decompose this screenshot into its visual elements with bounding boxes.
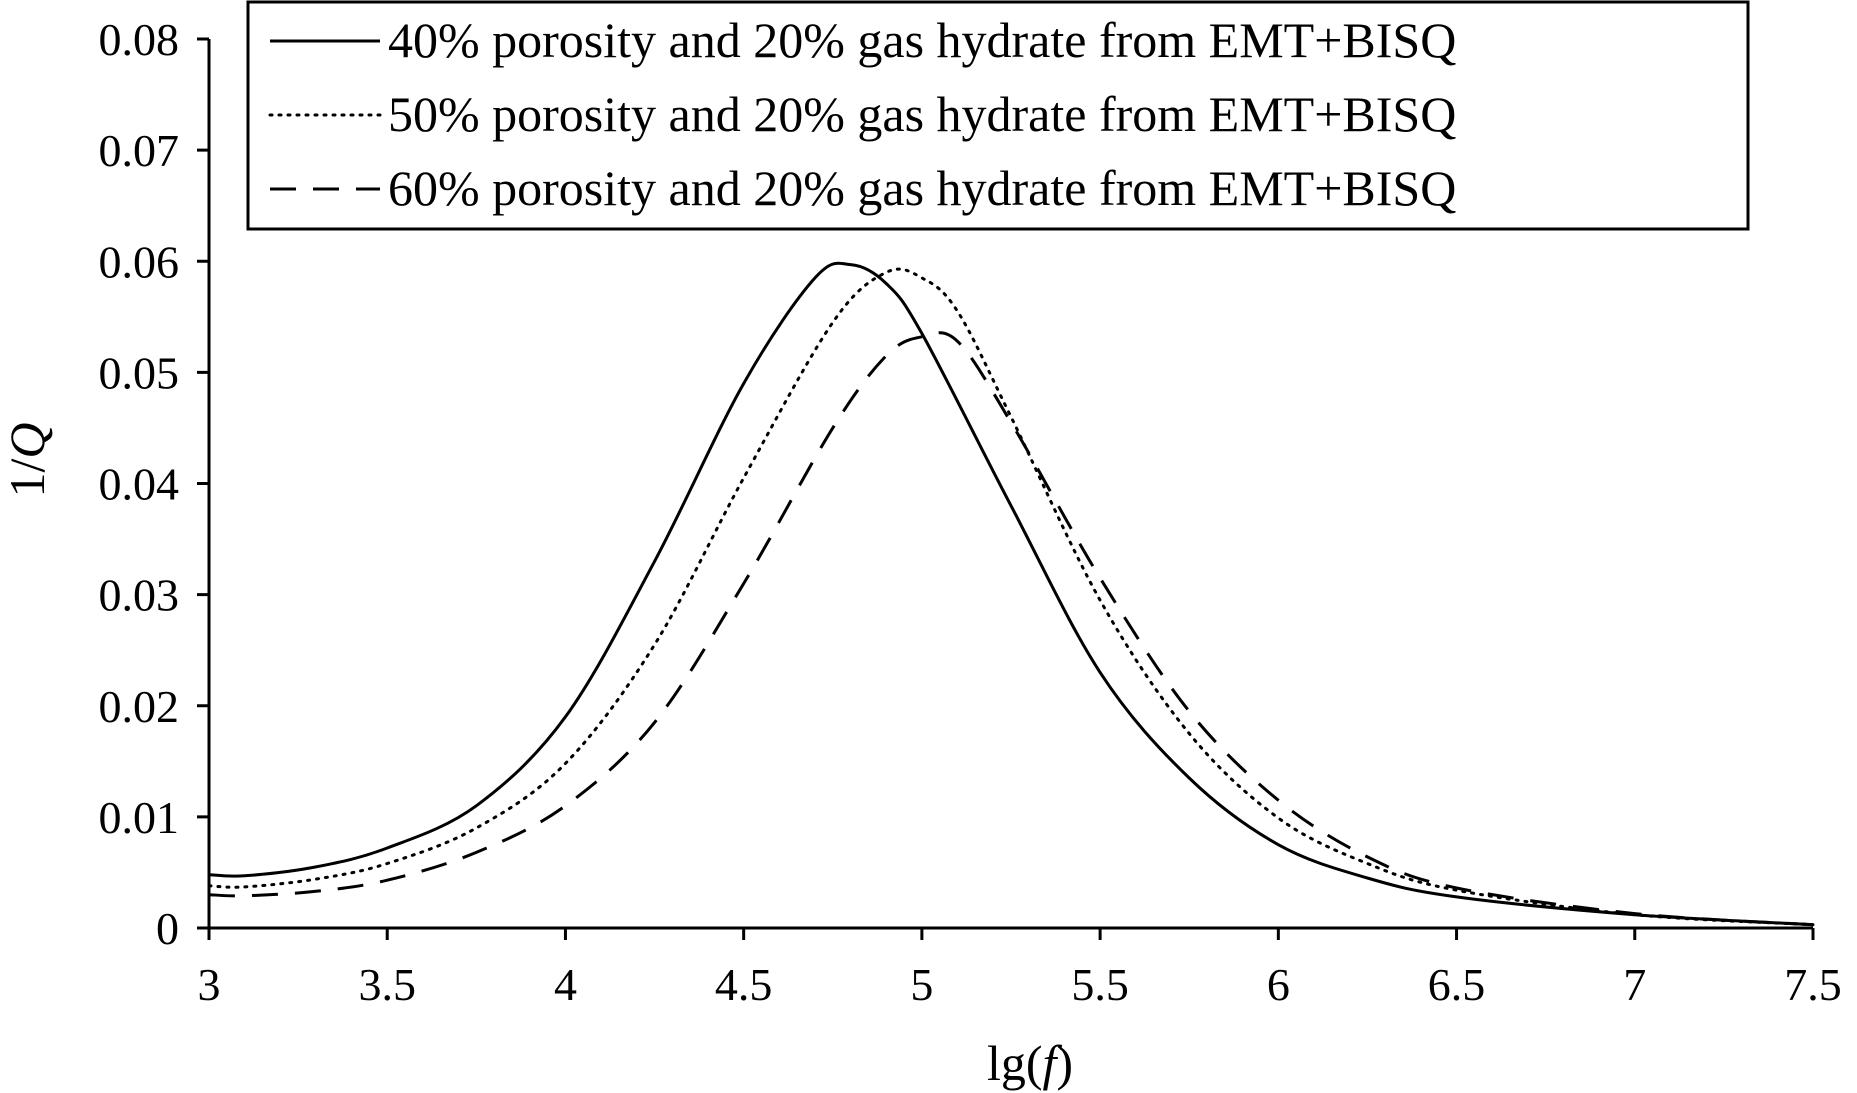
legend: 40% porosity and 20% gas hydrate from EM… — [246, 0, 1750, 231]
y-tick-label: 0.08 — [99, 14, 180, 65]
legend-label: 50% porosity and 20% gas hydrate from EM… — [388, 86, 1456, 142]
y-tick-label: 0.02 — [99, 681, 180, 732]
x-tick-label: 6.5 — [1428, 959, 1486, 1010]
legend-item-1: 40% porosity and 20% gas hydrate from EM… — [270, 12, 1456, 68]
series-line-solid — [208, 261, 1814, 927]
x-tick-label: 3 — [198, 959, 221, 1010]
x-tick-label: 4 — [554, 959, 577, 1010]
series-line-dotted — [207, 267, 1815, 927]
y-tick-label: 0.04 — [99, 459, 180, 510]
y-tick-label: 0 — [156, 903, 179, 954]
y-tick-label: 0.03 — [99, 570, 180, 621]
legend-label: 40% porosity and 20% gas hydrate from EM… — [388, 12, 1456, 68]
x-tick-label: 5 — [910, 959, 933, 1010]
legend-box — [246, 0, 1750, 231]
legend-item-2: 50% porosity and 20% gas hydrate from EM… — [268, 86, 1456, 142]
x-tick-label: 3.5 — [358, 959, 416, 1010]
x-tick-label: 5.5 — [1071, 959, 1129, 1010]
y-axis-title: 1/Q — [0, 422, 55, 497]
series-layer — [207, 261, 1815, 927]
x-tick-label: 7 — [1623, 959, 1646, 1010]
legend-label: 60% porosity and 20% gas hydrate from EM… — [388, 160, 1456, 216]
series-line-dashed — [208, 331, 1814, 927]
x-tick-label: 4.5 — [715, 959, 773, 1010]
y-tick-label: 0.07 — [99, 125, 180, 176]
x-tick-label: 7.5 — [1784, 959, 1842, 1010]
y-tick-label: 0.01 — [99, 792, 180, 843]
y-tick-label: 0.06 — [99, 236, 180, 287]
x-tick-label: 6 — [1267, 959, 1290, 1010]
y-tick-label: 0.05 — [99, 347, 180, 398]
ticks: 3 3.5 4 4.5 5 5.5 6 6.5 7 7.5 0 0.01 0.02 0.03 0.04 0.0… — [99, 14, 1842, 1010]
legend-item-3: 60% porosity and 20% gas hydrate from EM… — [270, 160, 1456, 216]
x-axis-title: lg(f) — [987, 1035, 1073, 1091]
